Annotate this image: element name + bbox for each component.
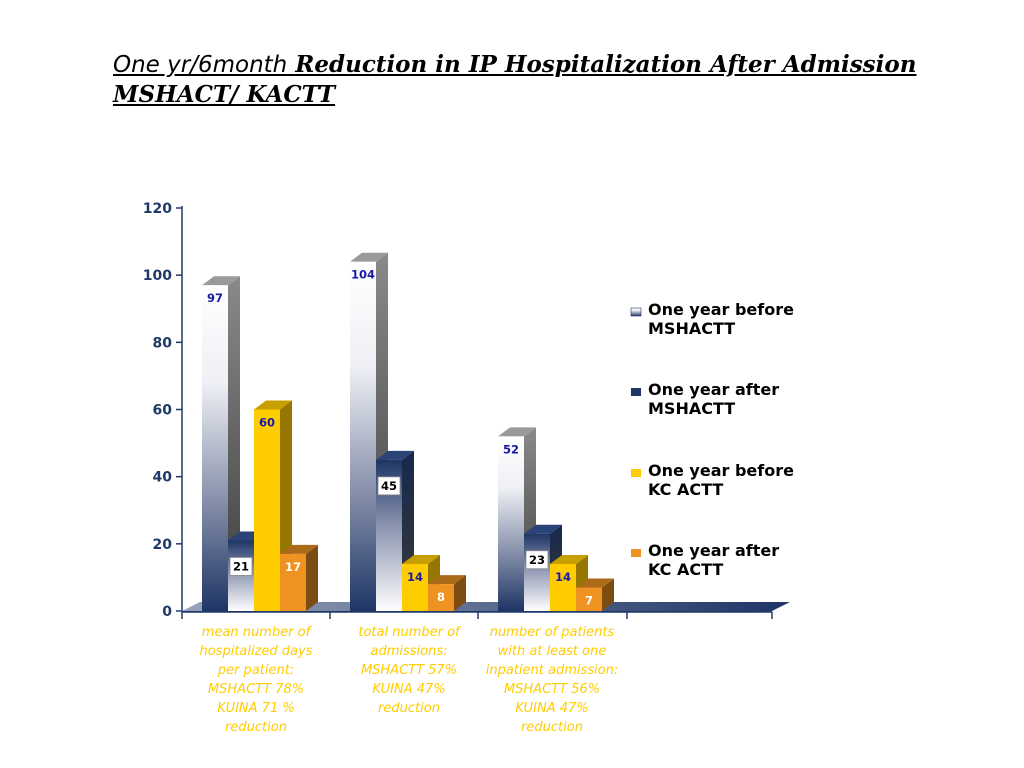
category-label-line: MSHACTT 56% [504, 682, 600, 697]
bar-top [376, 450, 414, 460]
bar [428, 575, 466, 611]
category-label-line: KUINA 47% [515, 701, 588, 716]
bar-front [428, 584, 454, 611]
bar-front [550, 563, 576, 611]
bar-top [254, 400, 292, 410]
data-label: 45 [381, 479, 397, 493]
title-lead: One yr/6month [113, 52, 288, 78]
data-label: 104 [351, 268, 375, 282]
y-tick-label: 0 [162, 604, 172, 620]
category-label-line: reduction [378, 701, 440, 716]
bar-side [306, 544, 318, 611]
data-label: 23 [529, 553, 545, 567]
data-label: 8 [437, 590, 445, 604]
legend-entry: One year before KC ACTT [631, 461, 794, 499]
bar-top [350, 252, 388, 262]
bar [280, 544, 318, 611]
chart-floor [182, 602, 790, 611]
bar-top [280, 544, 318, 554]
data-label-box [525, 550, 549, 570]
legend-label: One year after KC ACTT [648, 541, 779, 579]
legend-label-line: KC ACTT [648, 480, 723, 499]
bar [576, 578, 614, 611]
bar-front [280, 553, 306, 611]
legend-swatch [631, 469, 641, 477]
category-label-line: total number of [358, 625, 462, 640]
bar-top [576, 578, 614, 588]
bar-front [524, 533, 550, 611]
bar-front [498, 436, 524, 611]
category-label-line: inpatient admission: [486, 663, 618, 678]
legend-entry: One year after MSHACTT [631, 380, 779, 418]
category-label-line: KUINA 71 % [217, 701, 294, 716]
category-label-line: reduction [225, 720, 287, 735]
category-label-line: admissions: [371, 644, 448, 659]
data-label: 21 [233, 559, 249, 573]
data-label: 97 [207, 291, 223, 305]
bar-front [576, 587, 602, 611]
data-label: 14 [407, 570, 423, 584]
legend-label: One year before MSHACTT [648, 300, 794, 338]
bar-top [524, 524, 562, 534]
bar-side [228, 276, 240, 611]
y-tick-label: 100 [143, 268, 172, 284]
legend-label-line: One year after [648, 541, 779, 560]
category-label-line: per patient: [217, 663, 294, 678]
category-label-line: KUINA 47% [372, 682, 445, 697]
category-label-line: mean number of [202, 625, 313, 640]
bar-top [202, 276, 240, 286]
legend-label-line: One year before [648, 300, 794, 319]
bar-front [402, 563, 428, 611]
bar-front [254, 409, 280, 611]
data-label: 14 [555, 570, 571, 584]
data-label-box [377, 476, 401, 496]
bar [202, 276, 240, 611]
category-label: mean number of hospitalized days per patie… [199, 625, 312, 735]
title-rest: Reduction in IP Hospitalization After Ad… [295, 51, 917, 78]
bar-top [550, 554, 588, 564]
category-label-line: number of patients [490, 625, 615, 640]
bar-front [350, 261, 376, 611]
category-label-line: with at least one [498, 644, 607, 659]
legend-label-line: One year after [648, 380, 779, 399]
bar-side [602, 578, 614, 611]
category-label-line: MSHACTT 57% [361, 663, 457, 678]
legend-label: One year before KC ACTT [648, 461, 794, 499]
bar-top [498, 427, 536, 437]
legend-entry: One year after KC ACTT [631, 541, 779, 579]
category-label: number of patients with at least one inpat… [486, 625, 618, 735]
category-label-line: MSHACTT 78% [208, 682, 304, 697]
bar-front [202, 285, 228, 611]
data-label: 7 [585, 593, 593, 607]
legend-label-line: MSHACTT [648, 399, 735, 418]
bar-top [428, 575, 466, 585]
y-tick-label: 80 [153, 335, 173, 351]
legend-entry: One year before MSHACTT [630, 300, 794, 338]
legend-label-line: One year before [648, 461, 794, 480]
data-label-box [229, 557, 253, 576]
data-label: 60 [259, 416, 275, 430]
bar-side [454, 575, 466, 611]
category-label: total number of admissions: MSHACTT 57% KUI… [358, 625, 462, 716]
data-label: 17 [285, 560, 301, 574]
title-line2: MSHACT/ KACTT [113, 81, 336, 108]
y-tick-label: 60 [153, 403, 173, 419]
category-label-line: reduction [521, 720, 583, 735]
legend-swatch [630, 307, 642, 317]
legend-label-line: MSHACTT [648, 319, 735, 338]
y-tick-label: 20 [153, 537, 173, 553]
y-tick-label: 120 [143, 201, 172, 217]
bar-top [402, 554, 440, 564]
legend-label: One year after MSHACTT [648, 380, 779, 418]
legend-label-line: KC ACTT [648, 560, 723, 579]
legend-swatch [631, 549, 641, 557]
chart-title: One yr/6month Reduction in IP Hospitaliz… [113, 50, 993, 110]
legend-swatch [631, 388, 641, 396]
category-label-line: hospitalized days [199, 644, 312, 659]
y-tick-label: 40 [153, 470, 173, 486]
data-label: 52 [503, 442, 519, 456]
